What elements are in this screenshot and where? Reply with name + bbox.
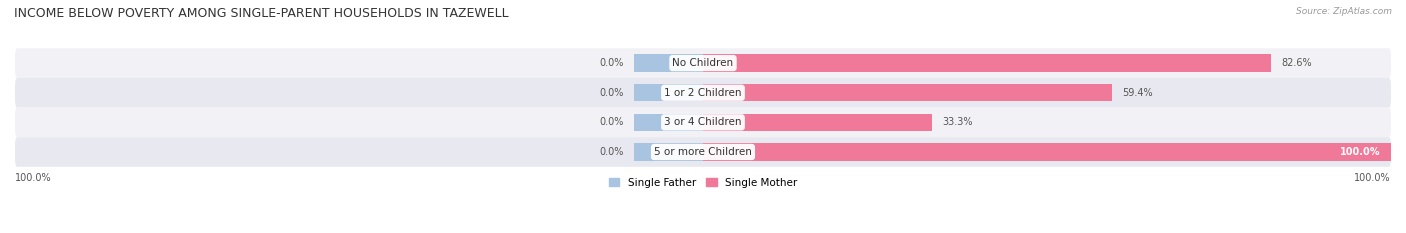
- Text: 5 or more Children: 5 or more Children: [654, 147, 752, 157]
- Text: 0.0%: 0.0%: [599, 58, 624, 68]
- Text: 82.6%: 82.6%: [1282, 58, 1312, 68]
- Bar: [634, 143, 703, 161]
- FancyBboxPatch shape: [15, 48, 1391, 78]
- Bar: [634, 114, 703, 131]
- Text: 0.0%: 0.0%: [599, 117, 624, 127]
- Text: 0.0%: 0.0%: [599, 88, 624, 98]
- Legend: Single Father, Single Mother: Single Father, Single Mother: [605, 174, 801, 192]
- Bar: [634, 55, 703, 72]
- Text: 1 or 2 Children: 1 or 2 Children: [664, 88, 742, 98]
- Text: No Children: No Children: [672, 58, 734, 68]
- Text: 100.0%: 100.0%: [1354, 173, 1391, 183]
- FancyBboxPatch shape: [15, 107, 1391, 137]
- Bar: [703, 114, 932, 131]
- FancyBboxPatch shape: [15, 78, 1391, 107]
- Bar: [634, 84, 703, 101]
- Bar: [703, 84, 1112, 101]
- Bar: [703, 55, 1271, 72]
- FancyBboxPatch shape: [15, 137, 1391, 167]
- Text: INCOME BELOW POVERTY AMONG SINGLE-PARENT HOUSEHOLDS IN TAZEWELL: INCOME BELOW POVERTY AMONG SINGLE-PARENT…: [14, 7, 509, 20]
- Text: 3 or 4 Children: 3 or 4 Children: [664, 117, 742, 127]
- Text: 33.3%: 33.3%: [942, 117, 973, 127]
- Text: 100.0%: 100.0%: [1340, 147, 1381, 157]
- Text: Source: ZipAtlas.com: Source: ZipAtlas.com: [1296, 7, 1392, 16]
- Text: 100.0%: 100.0%: [15, 173, 52, 183]
- Bar: [703, 143, 1391, 161]
- Text: 0.0%: 0.0%: [599, 147, 624, 157]
- Text: 59.4%: 59.4%: [1122, 88, 1153, 98]
